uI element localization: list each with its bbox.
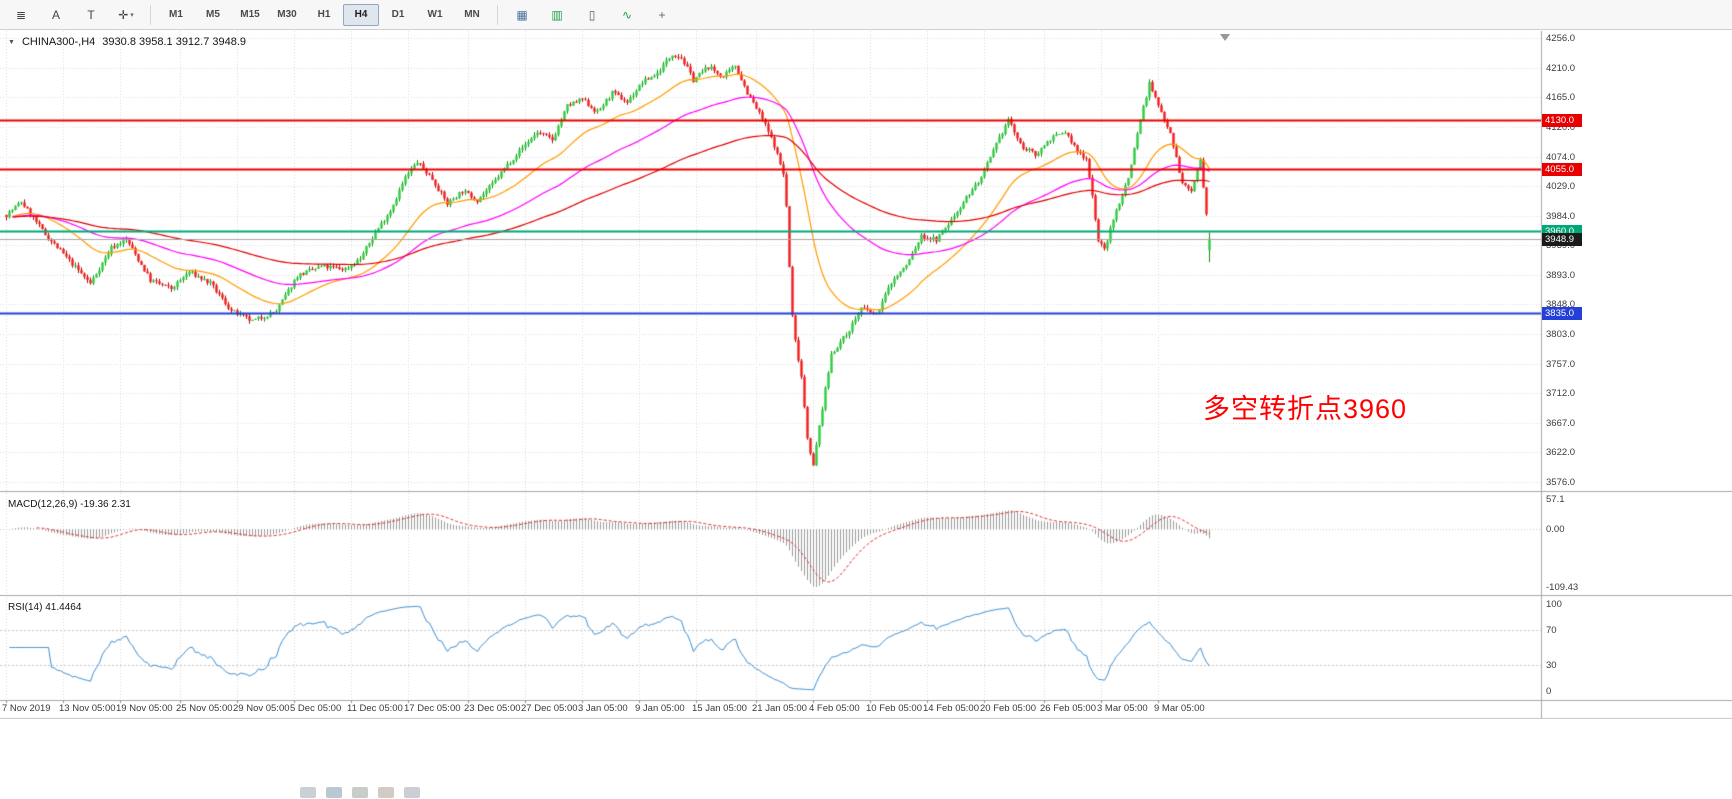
timeframe-button-d1[interactable]: D1 [391,9,405,20]
taskbar-icon[interactable] [404,787,420,798]
toolbar-left-group: ≣ A T ✛ ▾ [4,3,143,27]
candlestick-chart-icon[interactable]: ▯ [588,7,596,22]
toolbar-right-group: ▦ ▥ ▯ ∿ + [505,3,679,27]
timeframe-button-w1[interactable]: W1 [427,9,443,20]
taskbar-icon[interactable] [352,787,368,798]
chart-text-annotation[interactable]: 多空转折点3960 [1203,394,1408,424]
taskbar-icon[interactable] [378,787,394,798]
taskbar-icon[interactable] [326,787,342,798]
oneclick-panel-arrow-icon[interactable]: ▼ [8,38,15,46]
text-tool-icon[interactable]: T [87,7,95,22]
tile-windows-icon[interactable]: ▦ [516,7,528,22]
bar-chart-icon[interactable]: ▥ [551,7,563,22]
chevron-down-icon: ▾ [130,11,134,19]
timeframe-button-h4[interactable]: H4 [343,3,379,26]
toolbar-separator [497,4,498,25]
pointer-tool-icon[interactable]: A [51,7,60,22]
line-chart-icon[interactable]: ∿ [621,7,633,22]
zoom-in-icon[interactable]: + [658,7,666,22]
crosshair-tool-icon[interactable]: ✛ ▾ [118,7,134,22]
timeframe-button-h1[interactable]: H1 [317,9,331,20]
chart-canvas[interactable] [0,31,1732,719]
timeframe-button-m5[interactable]: M5 [206,9,220,20]
toolbar-separator [150,4,151,25]
timeframe-button-m30[interactable]: M30 [277,9,297,20]
timeframe-button-m15[interactable]: M15 [240,9,260,20]
charts-menu-icon[interactable]: ≣ [15,7,27,22]
timeframe-group: M1 M5 M15 M30 H1 H4 D1 W1 MN [158,3,490,26]
timeframe-button-mn[interactable]: MN [464,9,480,20]
timeframe-button-m1[interactable]: M1 [169,9,183,20]
bottom-strip [0,719,1732,799]
main-toolbar: ≣ A T ✛ ▾ M1 M5 M15 M30 H1 H4 D1 W1 MN ▦ ▥ ▯ ∿ + [0,0,1732,30]
taskbar-icon[interactable] [300,787,316,798]
